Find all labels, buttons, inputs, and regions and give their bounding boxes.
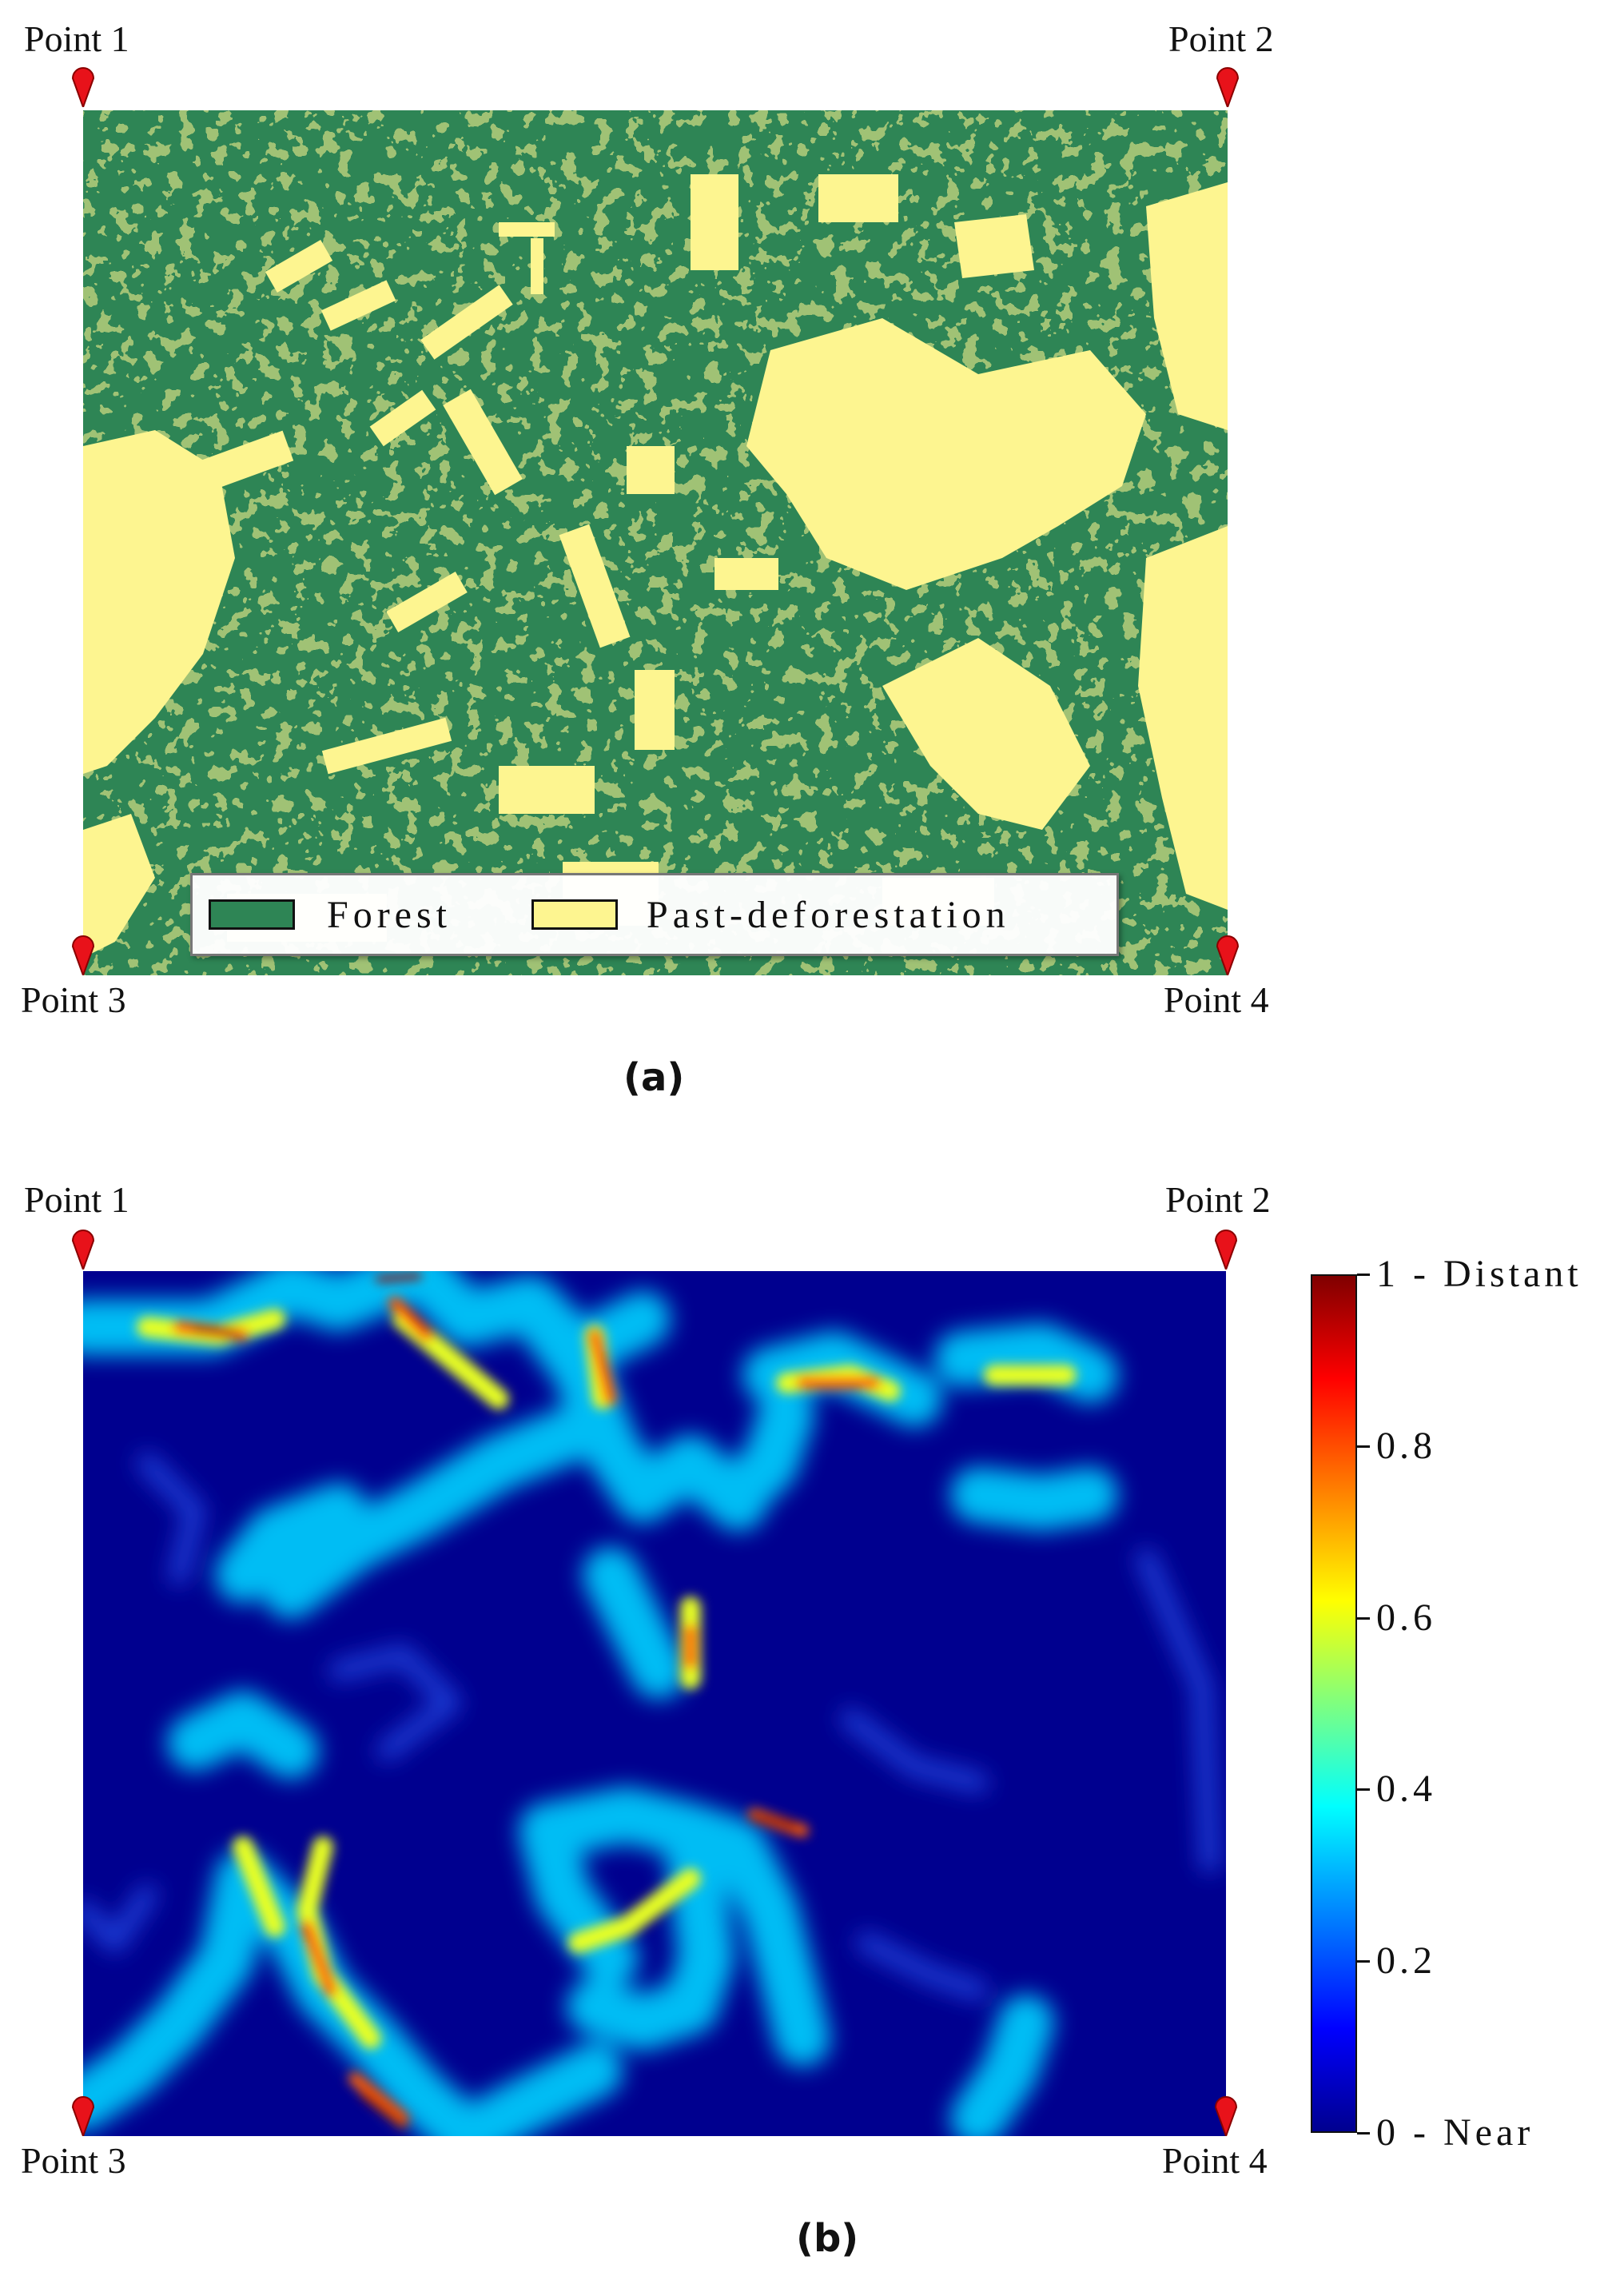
point-2-pin-a bbox=[1216, 67, 1240, 107]
colorbar-tick-label: 1 - Distant bbox=[1376, 1253, 1582, 1295]
colorbar-tick-mark bbox=[1357, 1445, 1370, 1448]
colorbar-tick-mark bbox=[1357, 1274, 1370, 1276]
point-1-pin-a bbox=[71, 67, 95, 107]
point-3-label-a: Point 3 bbox=[21, 979, 126, 1020]
land-cover-legend: Forest Past-deforestation bbox=[190, 873, 1119, 956]
distance-raster bbox=[83, 1271, 1220, 2136]
point-1-label-b: Point 1 bbox=[24, 1179, 129, 1220]
colorbar bbox=[1311, 1274, 1357, 2133]
point-4-label-a: Point 4 bbox=[1164, 979, 1269, 1020]
colorbar-tick-label: 0.4 bbox=[1376, 1768, 1436, 1811]
colorbar-tick-label: 0.2 bbox=[1376, 1939, 1436, 1983]
legend-forest-label: Forest bbox=[327, 893, 452, 936]
point-3-pin-b bbox=[71, 2096, 95, 2136]
point-3-label-b: Point 3 bbox=[21, 2140, 126, 2181]
point-2-label-b: Point 2 bbox=[1165, 1179, 1271, 1220]
colorbar-tick-mark bbox=[1357, 1960, 1370, 1963]
distance-map bbox=[83, 1271, 1226, 2136]
legend-forest-swatch bbox=[209, 899, 295, 930]
legend-deforestation-swatch bbox=[531, 899, 618, 930]
colorbar-tick-label: 0.6 bbox=[1376, 1596, 1436, 1639]
point-4-label-b: Point 4 bbox=[1162, 2140, 1268, 2181]
panel-b-caption: (b) bbox=[796, 2216, 859, 2261]
colorbar-tick-mark bbox=[1357, 1788, 1370, 1792]
colorbar-tick-label: 0 - Near bbox=[1376, 2111, 1534, 2154]
colorbar-tick-mark bbox=[1357, 1616, 1370, 1620]
point-2-label-a: Point 2 bbox=[1168, 18, 1274, 59]
panel-a-caption: (a) bbox=[623, 1055, 685, 1100]
point-1-pin-b bbox=[71, 1230, 95, 1270]
legend-deforestation-label: Past-deforestation bbox=[647, 893, 1010, 936]
colorbar-tick-mark bbox=[1357, 2132, 1370, 2135]
land-cover-map bbox=[83, 110, 1228, 975]
land-cover-raster bbox=[83, 110, 1228, 975]
point-4-pin-b bbox=[1214, 2096, 1238, 2136]
point-2-pin-b bbox=[1214, 1230, 1238, 1270]
point-1-label-a: Point 1 bbox=[24, 18, 129, 59]
point-3-pin-a bbox=[71, 935, 95, 975]
point-4-pin-a bbox=[1216, 935, 1240, 975]
colorbar-tick-label: 0.8 bbox=[1376, 1424, 1436, 1467]
